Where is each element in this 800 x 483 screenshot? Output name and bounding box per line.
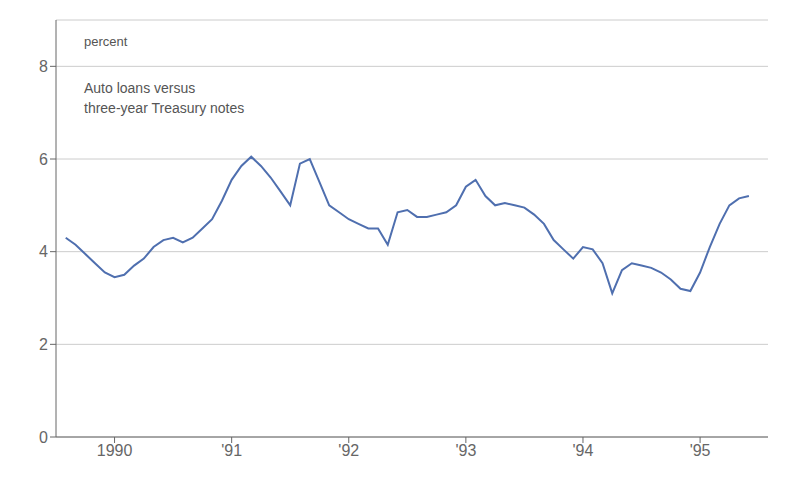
svg-text:'94: '94 xyxy=(573,442,594,459)
svg-text:6: 6 xyxy=(39,151,48,168)
html-text:three-year Treasury notes: three-year Treasury notes xyxy=(84,100,245,117)
svg-text:'95: '95 xyxy=(690,442,711,459)
svg-text:1990: 1990 xyxy=(97,442,133,459)
svg-text:2: 2 xyxy=(39,336,48,353)
svg-text:4: 4 xyxy=(39,243,48,260)
svg-text:'93: '93 xyxy=(455,442,476,459)
svg-text:0: 0 xyxy=(39,429,48,446)
html-text:Auto loans versus: Auto loans versus xyxy=(84,80,196,96)
svg-text:8: 8 xyxy=(39,58,48,75)
svg-text:'91: '91 xyxy=(221,442,242,459)
svg-text:'92: '92 xyxy=(338,442,359,459)
html-text:percent: percent xyxy=(84,34,128,49)
